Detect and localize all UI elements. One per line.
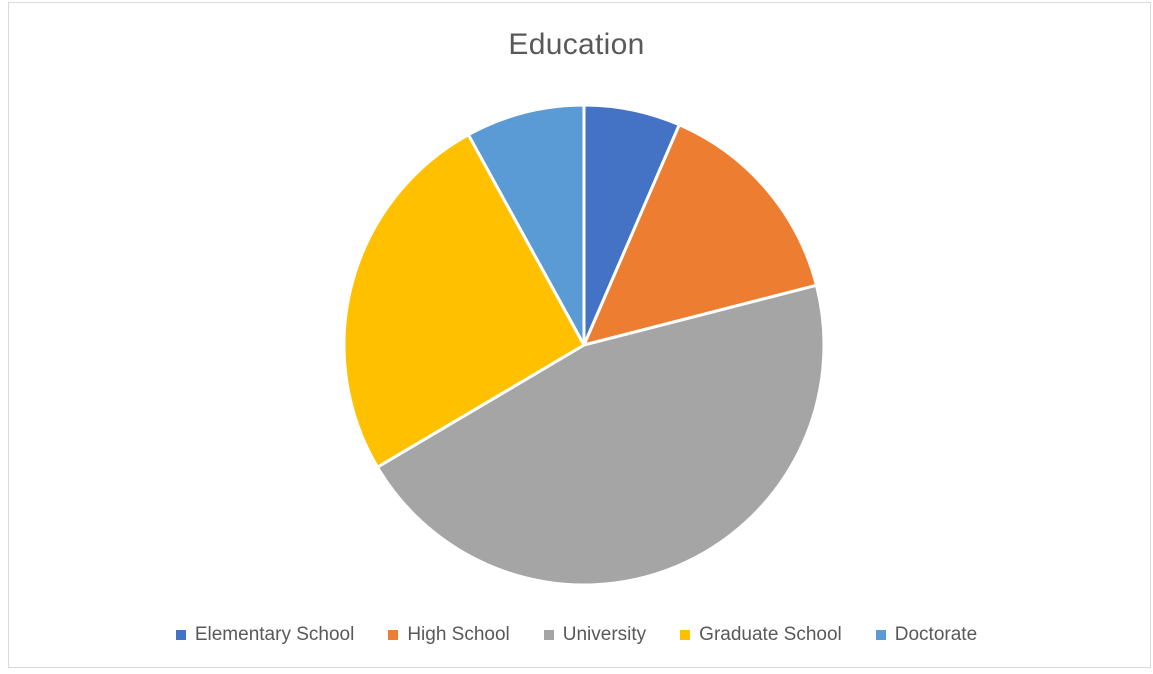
legend-label-graduate-school: Graduate School xyxy=(699,624,842,645)
legend-label-elementary-school: Elementary School xyxy=(194,624,355,645)
legend-label-doctorate: Doctorate xyxy=(894,624,978,645)
legend-label-university: University xyxy=(562,624,647,645)
legend-item-high-school[interactable]: High School xyxy=(388,624,510,646)
legend-item-graduate-school[interactable]: Graduate School xyxy=(680,624,842,646)
legend-swatch-elementary-school xyxy=(175,630,186,640)
pie-slice-university[interactable] xyxy=(375,283,826,587)
legend-swatch-high-school xyxy=(388,630,399,640)
pie-slice-graduate-school[interactable] xyxy=(342,133,586,469)
legend-item-university[interactable]: University xyxy=(543,624,647,646)
pie-slice-doctorate[interactable] xyxy=(466,103,586,347)
legend-swatch-graduate-school xyxy=(680,630,691,640)
pie-slice-high-school[interactable] xyxy=(582,123,818,347)
legend-label-high-school: High School xyxy=(407,624,510,645)
legend-swatch-university xyxy=(543,630,554,640)
legend-swatch-doctorate xyxy=(875,630,886,640)
legend-item-elementary-school[interactable]: Elementary School xyxy=(175,624,355,646)
legend: Elementary School High School University Gr… xyxy=(0,624,1153,646)
chart-title: Education xyxy=(508,28,645,61)
legend-item-doctorate[interactable]: Doctorate xyxy=(875,624,978,646)
